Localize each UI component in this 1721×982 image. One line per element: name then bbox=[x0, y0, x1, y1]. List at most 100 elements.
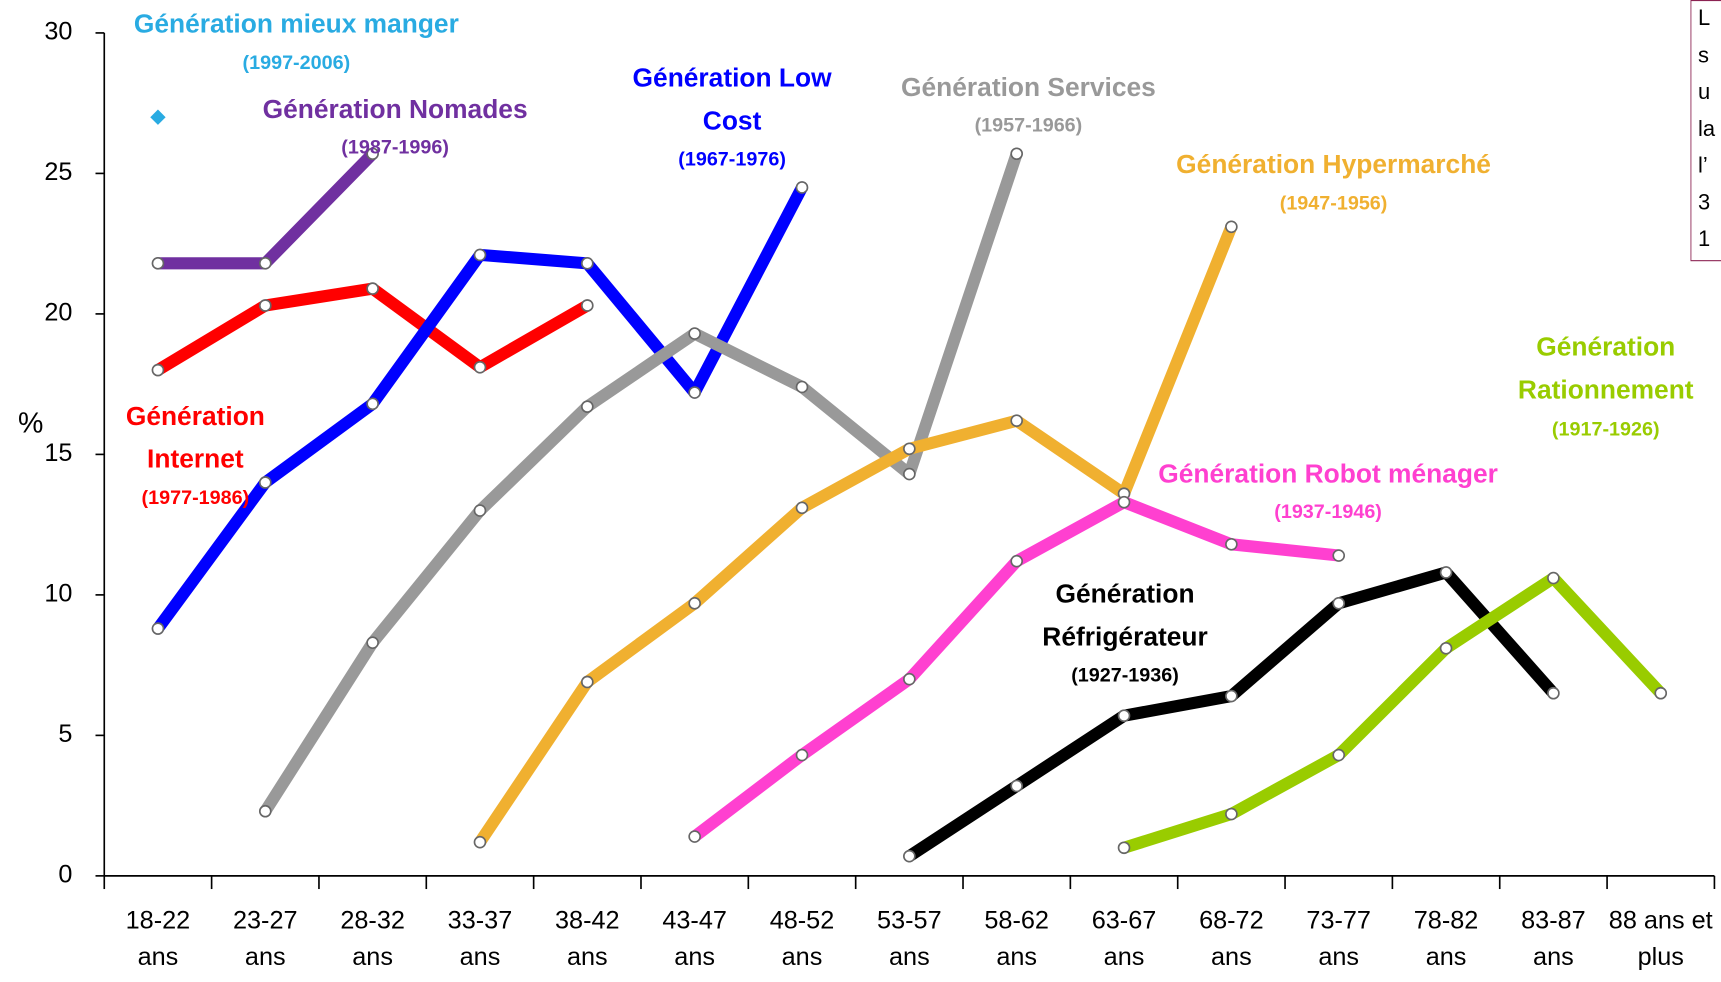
series-period: (1967-1976) bbox=[678, 148, 786, 171]
x-tick-label: 58-62 ans bbox=[984, 905, 1049, 971]
point bbox=[1332, 748, 1346, 762]
point bbox=[1225, 220, 1238, 234]
x-tick-label: 83-87 ans bbox=[1521, 905, 1586, 971]
x-tick-label: 78-82 ans bbox=[1413, 905, 1479, 971]
point bbox=[1225, 807, 1238, 821]
note-line: la bbox=[1697, 116, 1716, 142]
series-period: (1997-2006) bbox=[242, 51, 351, 74]
x-tick-label: 43-47 ans bbox=[662, 905, 727, 971]
point bbox=[1547, 571, 1560, 585]
note-line: l’ bbox=[1697, 153, 1708, 178]
point bbox=[1010, 554, 1023, 568]
point bbox=[258, 476, 272, 489]
y-tick-label: 5 bbox=[58, 720, 72, 748]
point bbox=[366, 147, 379, 161]
note-line: L bbox=[1697, 6, 1711, 31]
point bbox=[1010, 779, 1023, 793]
series-name: Génération Nomades bbox=[262, 94, 528, 125]
y-tick-label: 0 bbox=[58, 861, 72, 889]
y-tick-label: 15 bbox=[44, 439, 72, 467]
y-tick-label: 10 bbox=[44, 580, 72, 608]
point bbox=[795, 380, 809, 394]
point bbox=[688, 386, 701, 399]
series-name: Génération Robot ménager bbox=[1158, 459, 1498, 489]
point bbox=[258, 299, 272, 312]
point bbox=[1439, 641, 1453, 655]
x-tick-label: 88 ans et plus bbox=[1608, 905, 1713, 971]
point bbox=[1117, 495, 1131, 509]
point bbox=[366, 636, 379, 649]
point bbox=[366, 282, 379, 295]
series-name: Génération Réfrigérateur bbox=[1042, 579, 1208, 652]
point bbox=[1332, 597, 1346, 610]
x-tick-label: 38-42 ans bbox=[555, 905, 620, 971]
series-line bbox=[1117, 571, 1667, 854]
point bbox=[1010, 414, 1023, 427]
point bbox=[151, 622, 165, 635]
series-name: Génération Rationnement bbox=[1517, 332, 1694, 406]
point bbox=[795, 748, 809, 762]
series-line bbox=[259, 147, 1023, 818]
x-tick-label: 18-22 ans bbox=[125, 905, 191, 971]
x-tick-label: 53-57 ans bbox=[877, 905, 942, 971]
point bbox=[473, 248, 487, 262]
point bbox=[258, 804, 272, 818]
point bbox=[903, 442, 916, 456]
point bbox=[1010, 147, 1023, 161]
note-line: 1 bbox=[1697, 227, 1711, 252]
x-tick-label: 23-27 ans bbox=[232, 905, 298, 971]
x-tick-label: 33-37 ans bbox=[447, 905, 513, 971]
point bbox=[903, 467, 916, 481]
point bbox=[1332, 549, 1346, 562]
point bbox=[1439, 566, 1453, 579]
point bbox=[1225, 689, 1238, 703]
series-period: (1937-1946) bbox=[1274, 500, 1382, 523]
point bbox=[473, 835, 487, 849]
series-line bbox=[151, 282, 594, 377]
point bbox=[795, 181, 809, 194]
series-period: (1957-1966) bbox=[974, 114, 1083, 137]
x-tick-label: 63-67 ans bbox=[1091, 905, 1157, 971]
point bbox=[258, 257, 272, 270]
point bbox=[151, 363, 165, 377]
point bbox=[150, 109, 166, 125]
series-name: Génération Low Cost bbox=[632, 63, 832, 137]
note-line: u bbox=[1697, 80, 1711, 105]
series-line bbox=[473, 220, 1238, 849]
point bbox=[473, 360, 487, 374]
series-name: Génération mieux manger bbox=[133, 9, 459, 39]
y-tick-label: 30 bbox=[44, 18, 72, 46]
point bbox=[473, 504, 487, 517]
point bbox=[581, 299, 594, 312]
point bbox=[795, 501, 809, 515]
point bbox=[903, 849, 916, 863]
point bbox=[366, 397, 379, 411]
point bbox=[1117, 841, 1131, 855]
series-period: (1987-1996) bbox=[341, 136, 449, 159]
note-line: s bbox=[1697, 43, 1709, 68]
x-tick-label: 68-72 ans bbox=[1199, 905, 1264, 971]
series-line bbox=[151, 147, 379, 270]
series-period: (1917-1926) bbox=[1551, 418, 1660, 441]
point bbox=[688, 830, 701, 843]
y-axis-label: % bbox=[18, 407, 43, 439]
series-name: Génération Services bbox=[901, 72, 1156, 103]
note-line: 3 bbox=[1697, 190, 1711, 215]
point bbox=[688, 327, 701, 340]
point bbox=[581, 675, 594, 689]
x-tick-label: 48-52 ans bbox=[769, 905, 835, 971]
series-name: Génération Internet bbox=[125, 401, 265, 475]
x-tick-label: 28-32 ans bbox=[340, 905, 405, 971]
point bbox=[1117, 709, 1131, 723]
point bbox=[581, 400, 594, 413]
point bbox=[1547, 686, 1560, 700]
y-tick-label: 20 bbox=[44, 299, 72, 327]
point bbox=[581, 257, 594, 270]
y-tick-label: 25 bbox=[44, 158, 72, 186]
point bbox=[1225, 538, 1238, 551]
series-name: Génération Hypermarché bbox=[1176, 149, 1491, 180]
